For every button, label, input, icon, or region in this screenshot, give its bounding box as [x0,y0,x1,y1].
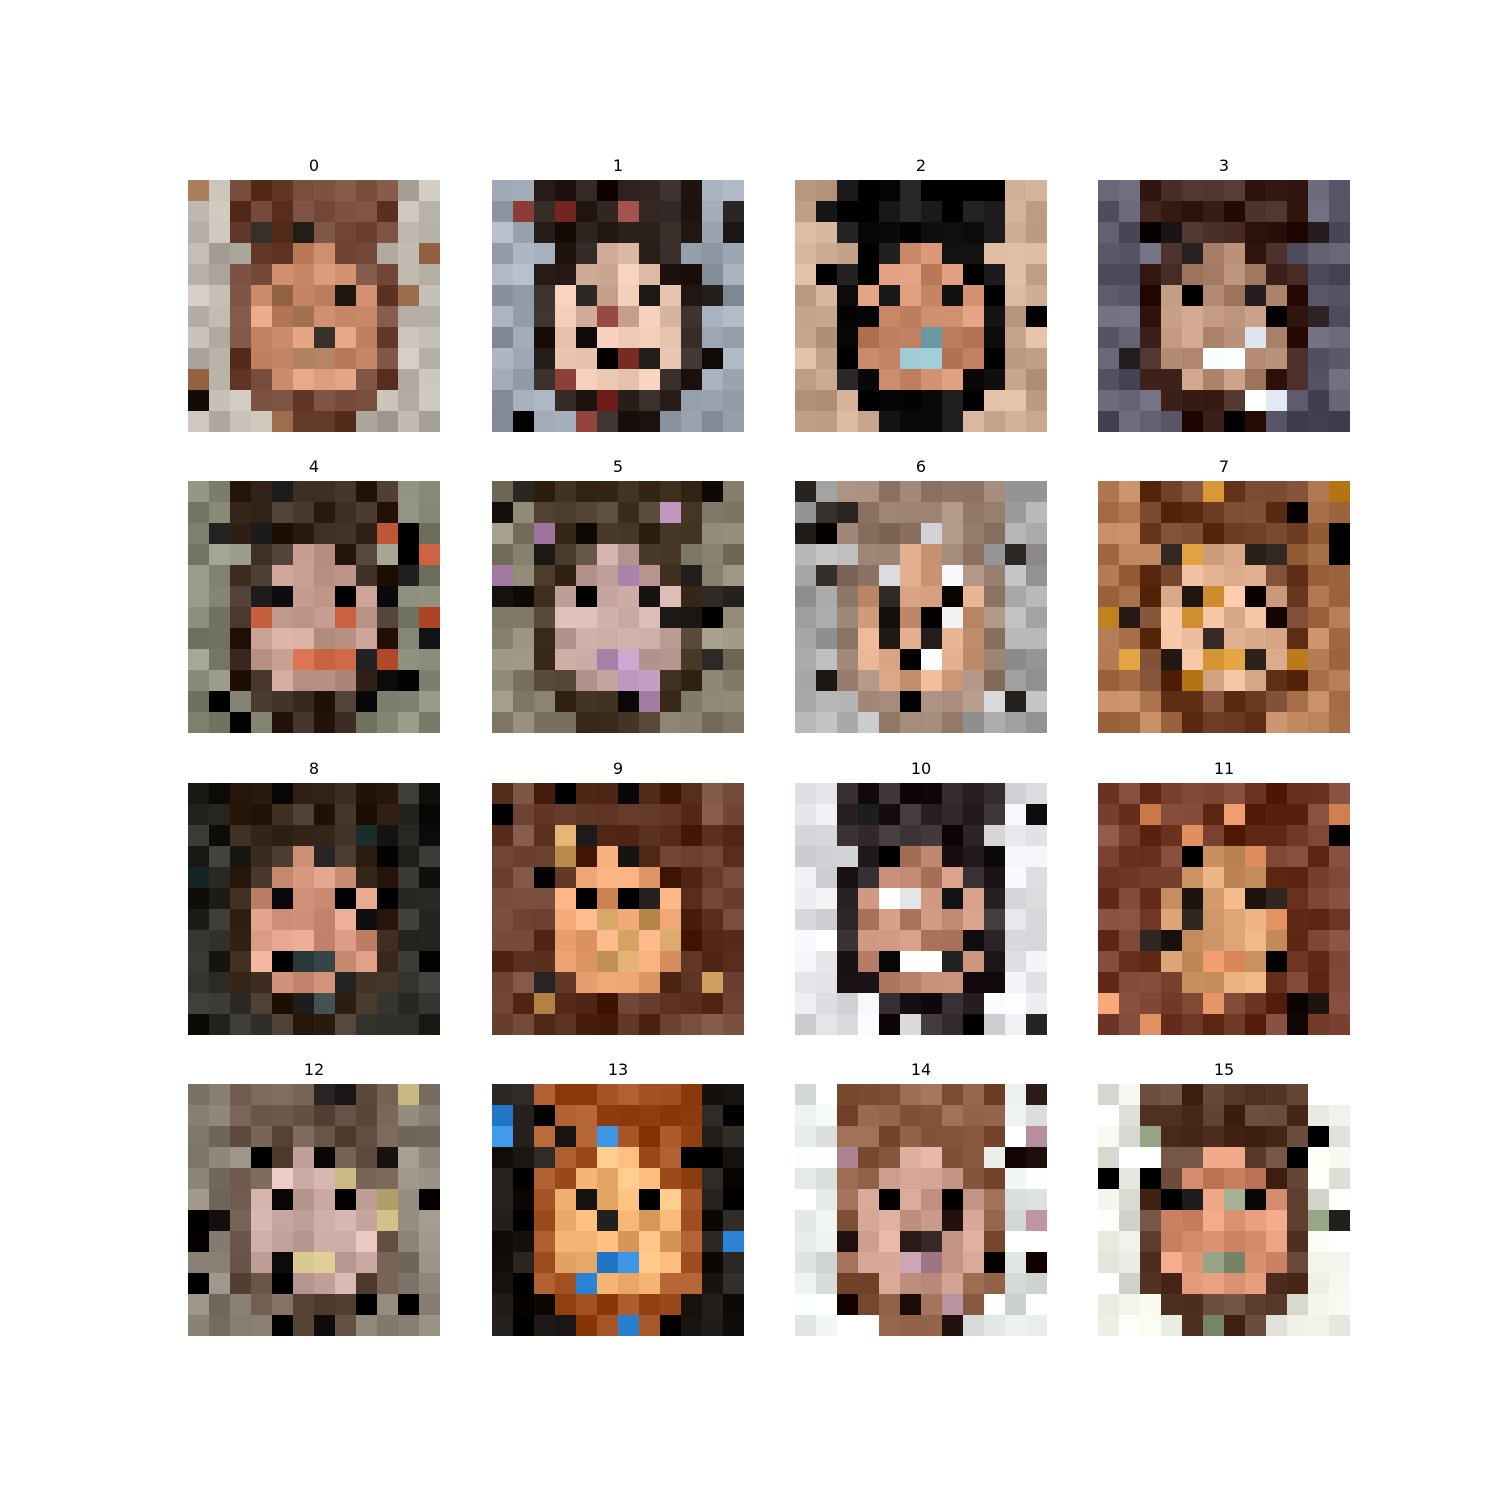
panel-index-label: 6 [915,457,927,476]
image-panel-0: 0 [188,156,440,432]
image-panel-4: 4 [188,457,440,733]
panel-index-label: 4 [308,457,320,476]
panel-index-label: 13 [607,1060,629,1079]
pixelated-face-image [492,1084,744,1336]
image-panel-6: 6 [795,457,1047,733]
pixelated-face-image [188,1084,440,1336]
image-panel-14: 14 [795,1060,1047,1336]
panel-index-label: 10 [910,759,932,778]
pixelated-face-image [188,783,440,1035]
image-panel-7: 7 [1098,457,1350,733]
panel-index-label: 14 [910,1060,932,1079]
panel-index-label: 5 [612,457,624,476]
image-panel-9: 9 [492,759,744,1035]
image-panel-13: 13 [492,1060,744,1336]
image-panel-15: 15 [1098,1060,1350,1336]
pixelated-face-image [492,180,744,432]
pixelated-face-image [492,783,744,1035]
panel-index-label: 12 [303,1060,325,1079]
image-panel-12: 12 [188,1060,440,1336]
image-panel-2: 2 [795,156,1047,432]
pixelated-face-image [188,481,440,733]
image-panel-5: 5 [492,457,744,733]
panel-index-label: 3 [1218,156,1230,175]
pixelated-face-image [795,481,1047,733]
panel-index-label: 15 [1213,1060,1235,1079]
panel-index-label: 0 [308,156,320,175]
panel-index-label: 11 [1213,759,1235,778]
panel-index-label: 7 [1218,457,1230,476]
panel-index-label: 1 [612,156,624,175]
pixelated-face-image [795,180,1047,432]
panel-index-label: 2 [915,156,927,175]
panel-index-label: 9 [612,759,624,778]
pixelated-face-image [1098,783,1350,1035]
image-panel-10: 10 [795,759,1047,1035]
pixelated-face-image [1098,481,1350,733]
pixelated-face-image [1098,180,1350,432]
image-panel-3: 3 [1098,156,1350,432]
pixelated-face-image [795,1084,1047,1336]
pixelated-face-image [492,481,744,733]
image-panel-1: 1 [492,156,744,432]
image-panel-8: 8 [188,759,440,1035]
pixelated-face-image [188,180,440,432]
pixelated-face-image [1098,1084,1350,1336]
panel-index-label: 8 [308,759,320,778]
image-panel-11: 11 [1098,759,1350,1035]
pixelated-face-image [795,783,1047,1035]
